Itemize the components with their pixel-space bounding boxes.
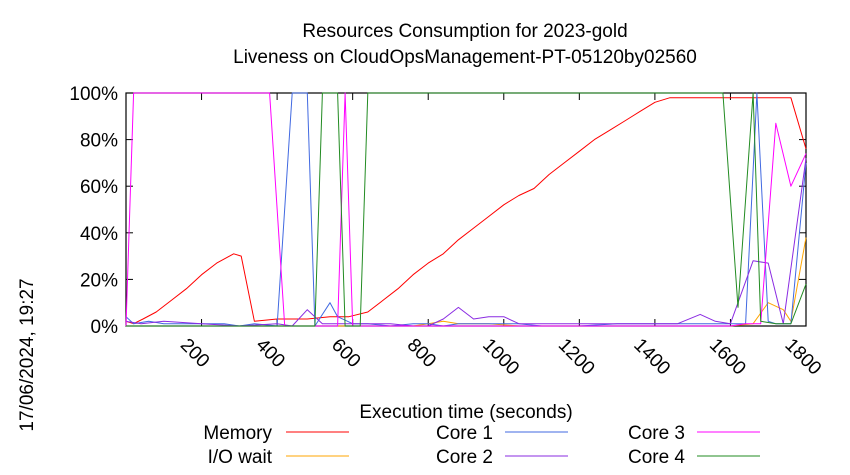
y-tick-label: 80% (80, 131, 118, 152)
series-line-memory (125, 97, 807, 325)
x-tick-label: 800 (403, 335, 440, 372)
legend-label: Core 2 (436, 447, 493, 468)
x-tick-label: 1000 (478, 335, 523, 380)
series-line-core-2 (125, 158, 807, 327)
x-tick-label: 200 (176, 335, 213, 372)
x-tick-label: 1800 (780, 335, 825, 380)
y-tick-label: 0% (91, 317, 119, 338)
y-tick-label: 40% (80, 224, 118, 245)
series-line-core-4 (126, 92, 807, 327)
x-tick-label: 400 (252, 335, 289, 372)
legend-label: Core 4 (628, 447, 685, 468)
x-tick-label: 1600 (705, 335, 750, 380)
y-tick-label: 60% (80, 177, 118, 198)
x-tick-label: 1200 (554, 335, 599, 380)
series-line-core-1 (125, 92, 807, 327)
y-tick-label: 100% (69, 84, 118, 105)
series-lines (125, 92, 807, 327)
x-tick-label: 600 (327, 335, 364, 372)
chart-title: Resources Consumption for 2023-gold (302, 21, 627, 42)
plot-frame (125, 92, 807, 327)
y-axis: 0% 20% 40% 60% 80% 100% (69, 84, 806, 338)
y-tick-label: 20% (80, 270, 118, 291)
legend-label: Memory (203, 423, 272, 444)
legend-label: Core 1 (436, 423, 493, 444)
legend-label: I/O wait (208, 447, 273, 468)
plot-area (125, 92, 807, 327)
series-line-core-3 (125, 92, 807, 327)
x-axis-label: Execution time (seconds) (359, 402, 572, 423)
chart-subtitle: Liveness on CloudOpsManagement-PT-05120b… (233, 47, 697, 68)
x-tick-label: 1400 (629, 335, 674, 380)
x-axis: 200 400 600 800 1000 1200 1400 1600 1800 (176, 93, 825, 379)
timestamp: 17/06/2024, 19:27 (17, 278, 38, 431)
legend: Memory I/O wait Core 1 Core 2 Core 3 Core 4 (203, 423, 760, 468)
legend-label: Core 3 (628, 423, 685, 444)
